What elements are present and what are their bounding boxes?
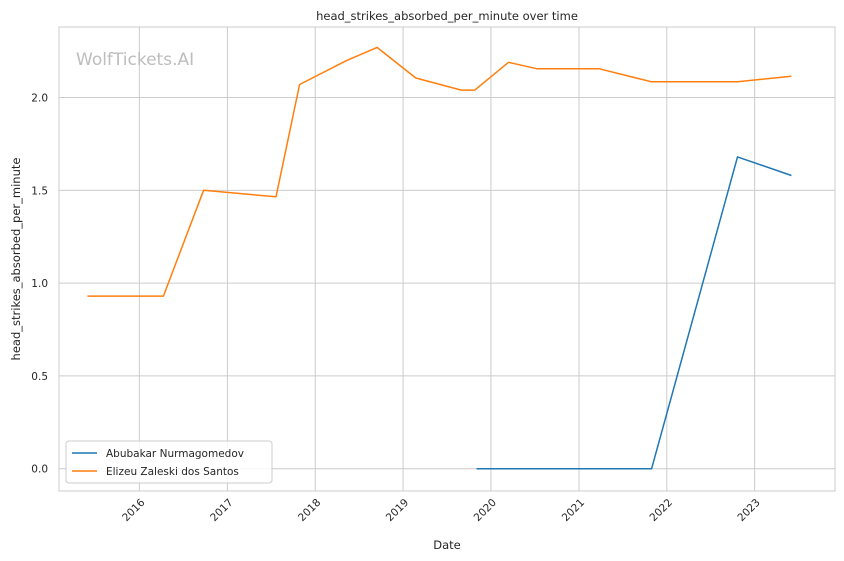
chart-title: head_strikes_absorbed_per_minute over ti… (316, 9, 578, 23)
legend-label-abubakar-nurmagomedov: Abubakar Nurmagomedov (106, 448, 244, 460)
y-axis-label: head_strikes_absorbed_per_minute (9, 158, 23, 361)
x-tick-label: 2021 (560, 497, 587, 524)
x-tick-label: 2018 (296, 497, 323, 524)
grid (59, 27, 835, 491)
watermark-text: WolfTickets.AI (76, 50, 194, 70)
y-tick-label: 2.0 (31, 93, 48, 105)
x-tick-label: 2023 (735, 497, 762, 524)
x-tick-label: 2022 (648, 497, 675, 524)
y-tick-label: 0.5 (31, 371, 48, 383)
x-tick-label: 2019 (384, 497, 411, 524)
plot-area (58, 26, 836, 492)
y-tick-label: 0.0 (31, 464, 48, 476)
y-tick-label: 1.5 (31, 185, 48, 197)
series-lines (87, 46, 792, 470)
series-line-abubakar-nurmagomedov (476, 156, 792, 470)
x-axis-label: Date (433, 538, 461, 552)
series-line-elizeu-zaleski-dos-santos (87, 46, 792, 297)
legend: Abubakar Nurmagomedov Elizeu Zaleski dos… (65, 440, 273, 484)
legend-box (65, 440, 273, 484)
x-tick-label: 2017 (208, 497, 235, 524)
y-tick-label: 1.0 (31, 278, 48, 290)
legend-label-elizeu-zaleski-dos-santos: Elizeu Zaleski dos Santos (106, 466, 239, 478)
x-tick-label: 2020 (472, 497, 499, 524)
x-tick-label: 2016 (120, 496, 148, 524)
